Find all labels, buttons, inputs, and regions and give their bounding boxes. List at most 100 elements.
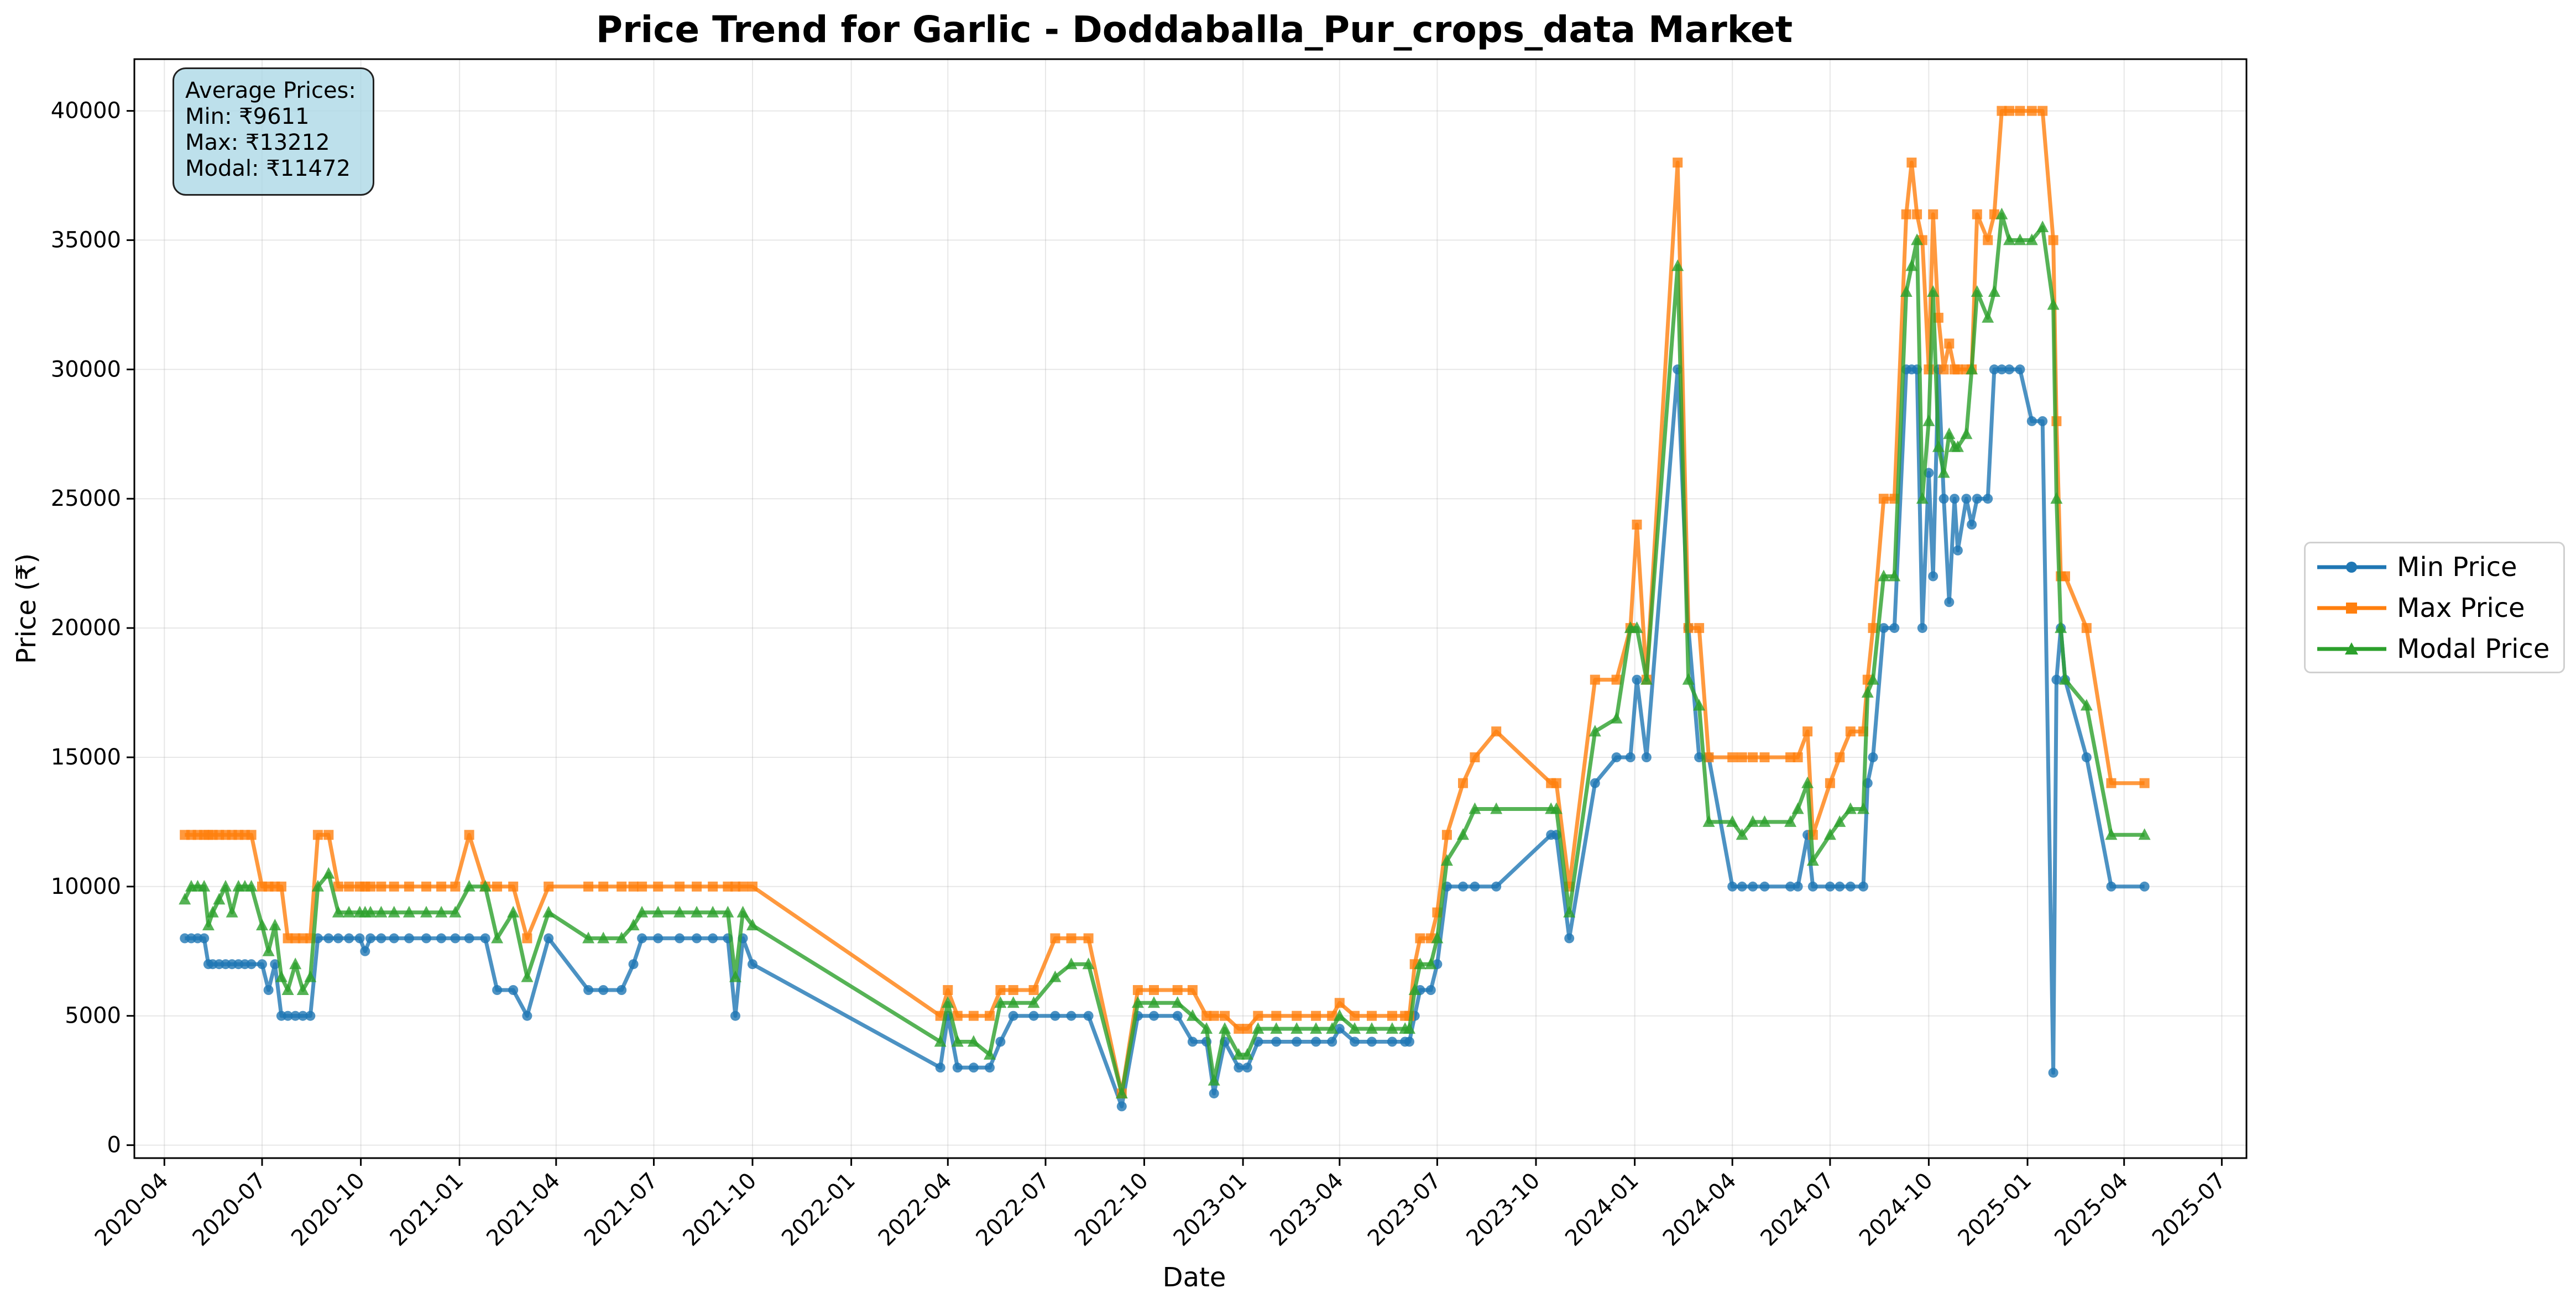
data-point: [637, 881, 647, 892]
data-point: [1311, 1010, 1321, 1021]
data-point: [994, 996, 1007, 1008]
legend-label-modal-price: Modal Price: [2397, 633, 2550, 664]
legend-circle-marker-icon: [2317, 562, 2386, 573]
data-point: [2015, 106, 2025, 116]
data-point: [1989, 209, 1999, 219]
data-point: [1271, 1036, 1282, 1047]
x-tick-label: 2021-01: [385, 1168, 469, 1252]
x-tick-label: 2022-01: [777, 1168, 860, 1252]
data-point: [995, 1036, 1006, 1047]
data-point: [389, 933, 399, 944]
data-point: [1148, 996, 1160, 1008]
data-point: [995, 985, 1006, 995]
data-point: [597, 931, 610, 944]
x-tick-label: 2022-04: [874, 1168, 957, 1252]
data-point: [1425, 985, 1436, 995]
data-point: [276, 881, 286, 892]
data-point: [1917, 623, 1927, 633]
data-point: [1726, 815, 1739, 827]
data-point: [673, 905, 686, 918]
data-point: [1702, 815, 1715, 827]
data-point: [312, 830, 323, 840]
data-point: [1234, 1024, 1244, 1034]
data-point: [1172, 985, 1183, 995]
data-point: [1932, 440, 1945, 452]
data-point: [1845, 881, 1856, 892]
data-point: [420, 905, 432, 918]
data-point: [1916, 492, 1929, 504]
data-point: [1350, 1036, 1360, 1047]
chart-legend: Min Price Max Price Modal Price: [2304, 542, 2565, 673]
data-point: [1201, 1010, 1212, 1021]
data-point: [1083, 933, 1094, 944]
data-point: [1491, 726, 1502, 737]
average-prices-box: Average Prices: Min: ₹9611 Max: ₹13212 M…: [173, 67, 374, 196]
series-modal-price: [179, 207, 2151, 1099]
data-point: [507, 905, 520, 918]
data-point: [1747, 815, 1759, 827]
data-point: [1927, 285, 1940, 297]
data-point: [1748, 881, 1758, 892]
data-point: [692, 881, 702, 892]
data-point: [1632, 674, 1642, 685]
data-point: [2050, 492, 2063, 504]
x-tick-label: 2022-10: [1070, 1168, 1153, 1252]
data-point: [333, 881, 343, 892]
data-point: [333, 933, 343, 944]
data-point: [1310, 1022, 1323, 1034]
data-point: [544, 881, 554, 892]
data-point: [1349, 1022, 1361, 1034]
data-point: [245, 879, 258, 892]
data-point: [628, 881, 639, 892]
data-point: [1028, 985, 1039, 995]
data-point: [508, 985, 519, 995]
data-point: [943, 985, 953, 995]
data-point: [691, 905, 703, 918]
x-tick-label: 2022-07: [971, 1168, 1055, 1252]
data-point: [1209, 1010, 1219, 1021]
data-point: [1737, 881, 1747, 892]
x-tick-label: 2025-07: [2147, 1168, 2231, 1252]
data-point: [1997, 364, 2007, 375]
data-point: [1611, 674, 1622, 685]
data-point: [2026, 106, 2037, 116]
data-point: [1943, 427, 1956, 439]
data-point: [1408, 983, 1421, 995]
series-layer: [179, 106, 2151, 1112]
x-axis-label: Date: [1163, 1262, 1226, 1293]
data-point: [1878, 494, 1889, 504]
data-point: [296, 983, 309, 995]
data-point: [736, 905, 749, 918]
data-point: [1966, 363, 1978, 375]
data-point: [2003, 233, 2015, 245]
data-point: [2015, 364, 2025, 375]
data-point: [1387, 1036, 1397, 1047]
x-tick-label: 2023-04: [1265, 1168, 1349, 1252]
data-point: [421, 881, 431, 892]
data-point: [435, 905, 448, 918]
y-tick-label: 5000: [65, 1003, 121, 1029]
data-point: [542, 905, 555, 918]
data-point: [2080, 699, 2093, 711]
data-point: [1631, 621, 1643, 633]
data-point: [615, 931, 628, 944]
data-point: [1441, 830, 1452, 840]
legend-label-max-price: Max Price: [2397, 593, 2525, 624]
data-point: [1793, 752, 1803, 762]
data-point: [968, 1010, 979, 1021]
data-point: [985, 1010, 995, 1021]
data-point: [450, 881, 461, 892]
data-point: [1082, 957, 1095, 970]
data-point: [1387, 1010, 1397, 1021]
y-tick-label: 35000: [51, 227, 121, 253]
data-point: [653, 881, 663, 892]
data-point: [226, 905, 238, 918]
data-point: [935, 1062, 945, 1073]
data-point: [404, 881, 414, 892]
data-point: [934, 1035, 947, 1047]
legend-square-marker-icon: [2317, 603, 2386, 614]
average-prices-title: Average Prices:: [185, 78, 356, 103]
data-point: [730, 1010, 740, 1021]
legend-item-min-price: Min Price: [2314, 551, 2517, 584]
